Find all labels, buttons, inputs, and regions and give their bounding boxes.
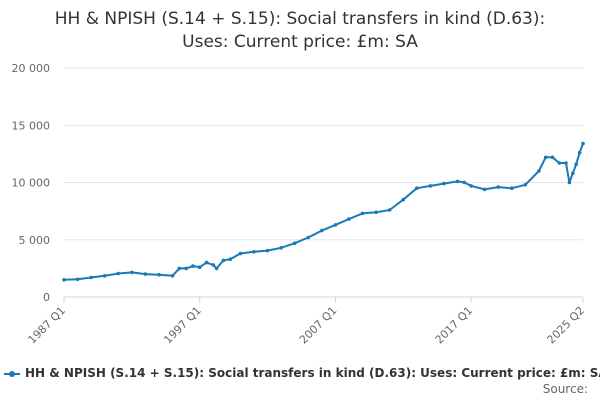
chart-title: HH & NPISH (S.14 + S.15): Social transfe… [0,8,600,54]
data-point[interactable] [204,260,209,265]
data-point[interactable] [482,187,487,192]
data-point[interactable] [574,162,578,166]
y-tick-label: 10 000 [12,177,51,190]
data-point[interactable] [462,180,467,185]
data-point[interactable] [564,161,568,165]
data-point[interactable] [543,155,548,160]
data-point[interactable] [252,250,256,254]
data-point[interactable] [157,272,161,277]
x-tick-label: 2025 Q2 [545,304,588,347]
data-point[interactable] [401,197,406,202]
y-tick-label: 5 000 [19,234,51,247]
series-line [63,143,584,281]
data-point[interactable] [567,180,572,185]
data-point[interactable] [320,228,324,233]
x-tick-label: 1997 Q1 [161,304,204,347]
data-point[interactable] [265,248,270,253]
data-point[interactable] [177,266,182,271]
data-point[interactable] [496,185,501,189]
y-tick-label: 20 000 [12,62,51,75]
data-point[interactable] [130,270,134,275]
data-point[interactable] [442,181,446,186]
data-point[interactable] [550,155,555,160]
data-point[interactable] [415,186,419,190]
data-point[interactable] [143,272,148,276]
data-point[interactable] [360,211,365,216]
data-point[interactable] [292,241,297,245]
legend-swatch [4,370,20,377]
data-point[interactable] [537,169,541,173]
y-tick-label: 15 000 [12,119,51,132]
x-axis: 1987 Q1 1997 Q1 2007 Q1 2017 Q1 2025 Q2 [26,296,588,347]
data-point[interactable] [469,184,473,188]
x-tick-label: 1987 Q1 [26,304,69,347]
data-point[interactable] [102,274,107,278]
data-point[interactable] [279,246,283,250]
y-tick-label: 0 [43,291,50,304]
data-point[interactable] [62,278,66,282]
data-point[interactable] [581,141,585,146]
data-point[interactable] [577,150,582,155]
data-point[interactable] [428,184,433,188]
data-point[interactable] [387,208,392,212]
data-point[interactable] [75,277,80,282]
data-point[interactable] [170,274,175,278]
data-point[interactable] [374,210,378,215]
x-tick-label: 2007 Q1 [297,304,340,347]
source-label: Source: [542,382,588,396]
data-point[interactable] [211,263,216,267]
series-group [62,141,585,282]
data-point[interactable] [89,275,93,280]
data-point[interactable] [221,258,226,263]
x-tick-label: 2017 Q1 [433,304,476,347]
data-point[interactable] [228,257,232,262]
data-point[interactable] [455,179,460,184]
data-point[interactable] [510,186,514,190]
data-point[interactable] [571,171,575,176]
legend-label: HH & NPISH (S.14 + S.15): Social transfe… [25,366,600,380]
data-point[interactable] [306,235,311,240]
data-point[interactable] [214,266,219,271]
data-point[interactable] [347,217,351,221]
grid-lines [64,67,583,298]
data-point[interactable] [557,161,562,165]
data-point[interactable] [191,264,195,268]
data-point[interactable] [238,251,243,256]
legend[interactable]: HH & NPISH (S.14 + S.15): Social transfe… [4,366,600,384]
chart-title-line-1: HH & NPISH (S.14 + S.15): Social transfe… [54,9,546,29]
data-point[interactable] [523,183,528,187]
y-axis: 0 5 000 10 000 15 000 20 000 [12,62,51,304]
data-point[interactable] [116,271,121,276]
data-point[interactable] [333,223,338,227]
data-point[interactable] [184,266,188,271]
data-point[interactable] [197,265,202,270]
chart-title-line-2: Uses: Current price: £m: SA [182,32,418,52]
